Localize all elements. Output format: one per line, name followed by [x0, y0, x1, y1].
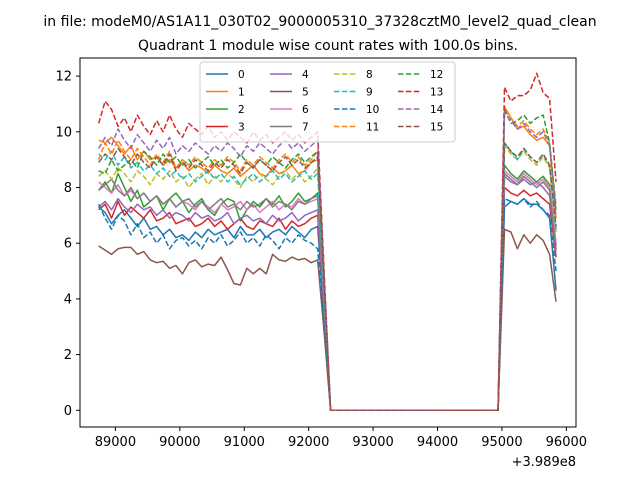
legend-box	[199, 61, 456, 143]
x-tick-label: 92000	[288, 435, 329, 450]
legend-label-5: 5	[302, 87, 309, 99]
legend-label-2: 2	[238, 104, 245, 116]
legend-label-15: 15	[430, 122, 443, 134]
series-line-5	[98, 228, 557, 412]
x-tick-label: 93000	[352, 435, 393, 450]
plot-lines	[97, 72, 557, 412]
x-tick-label: 95000	[481, 435, 522, 450]
legend-label-11: 11	[366, 122, 379, 134]
legend-label-3: 3	[238, 122, 245, 134]
legend-label-9: 9	[366, 87, 373, 99]
axes-frame	[79, 57, 577, 428]
legend-label-14: 14	[430, 104, 444, 116]
legend-label-4: 4	[302, 69, 309, 81]
x-tick-label: 91000	[224, 435, 265, 450]
y-tick-label: 10	[55, 125, 72, 140]
x-offset-label: +3.989e8	[512, 455, 576, 470]
legend-label-7: 7	[302, 122, 309, 134]
y-tick-label: 8	[64, 181, 72, 196]
x-tick-label: 96000	[546, 435, 587, 450]
legend-label-12: 12	[430, 69, 443, 81]
series-line-15	[98, 142, 557, 412]
y-tick-label: 2	[64, 348, 72, 363]
legend-label-8: 8	[366, 69, 373, 81]
x-tick-label: 90000	[159, 435, 200, 450]
x-tick-label: 89000	[95, 435, 136, 450]
legend-label-6: 6	[302, 104, 309, 116]
y-tick-label: 6	[64, 237, 72, 252]
y-axis: 0 2 4 6 8 10 12	[55, 70, 80, 419]
chart-title: Quadrant 1 module wise count rates with …	[138, 38, 518, 54]
y-tick-label: 12	[55, 70, 72, 85]
x-axis: 89000 90000 91000 92000 93000 94000 95000 96000	[95, 427, 587, 450]
series-line-10	[97, 197, 557, 412]
legend-label-13: 13	[430, 87, 443, 99]
legend-label-10: 10	[366, 104, 379, 116]
y-tick-label: 4	[64, 292, 72, 307]
file-suptitle: in file: modeM0/AS1A11_030T02_9000005310…	[43, 14, 596, 30]
legend-label-0: 0	[238, 69, 245, 81]
y-tick-label: 0	[64, 404, 72, 419]
legend-label-1: 1	[238, 87, 245, 99]
x-tick-label: 94000	[417, 435, 458, 450]
